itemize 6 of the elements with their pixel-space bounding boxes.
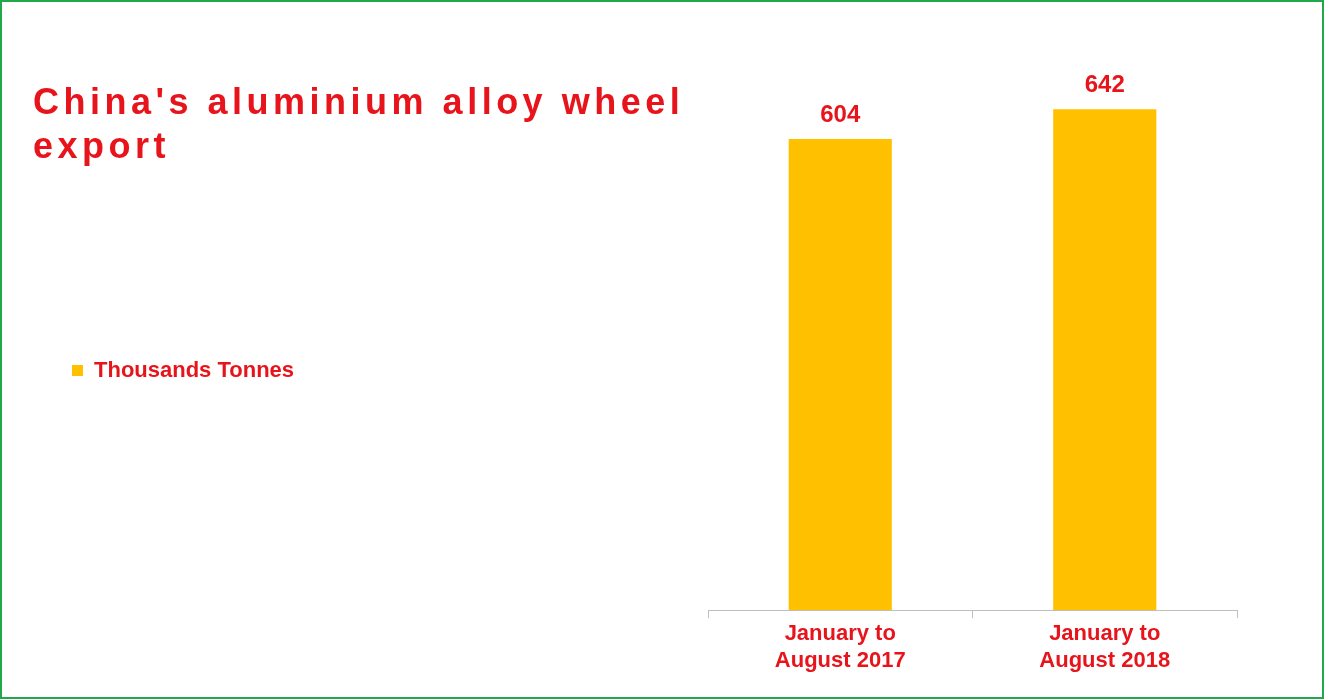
data-label: 604 bbox=[820, 99, 861, 127]
legend-label: Thousands Tonnes bbox=[94, 356, 295, 382]
text: China's aluminium alloy wheel export bbox=[33, 80, 686, 168]
data-label: 642 bbox=[1084, 69, 1125, 97]
x-tick-label: January to August 2017 bbox=[774, 620, 906, 672]
x-tick-label: January to August 2018 bbox=[1039, 620, 1171, 672]
